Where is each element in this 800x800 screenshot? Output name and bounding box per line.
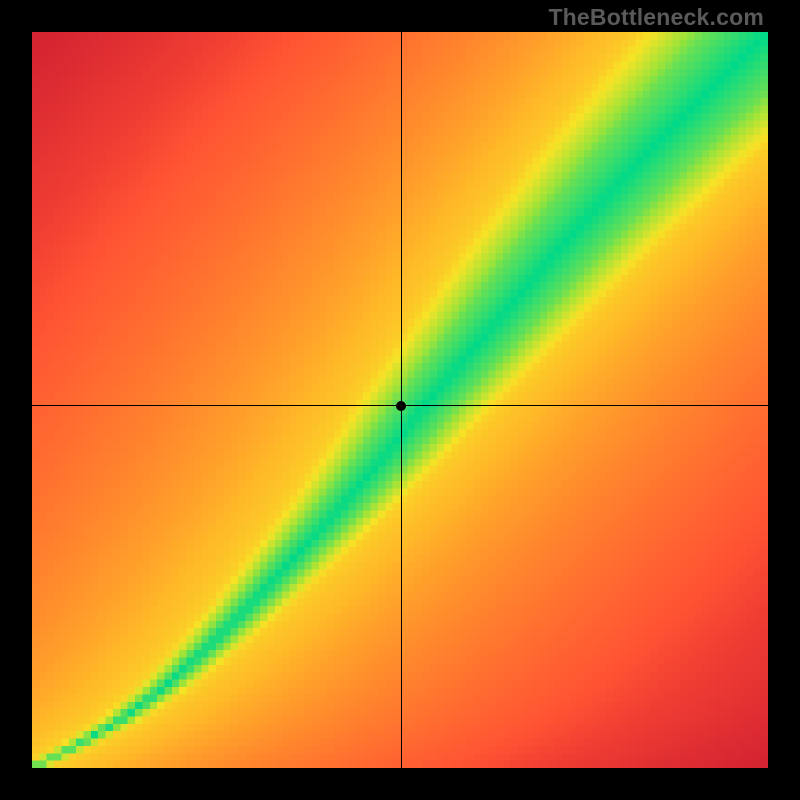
watermark-text: TheBottleneck.com bbox=[548, 4, 764, 31]
heatmap-plot bbox=[32, 32, 768, 768]
heatmap-canvas bbox=[32, 32, 768, 768]
